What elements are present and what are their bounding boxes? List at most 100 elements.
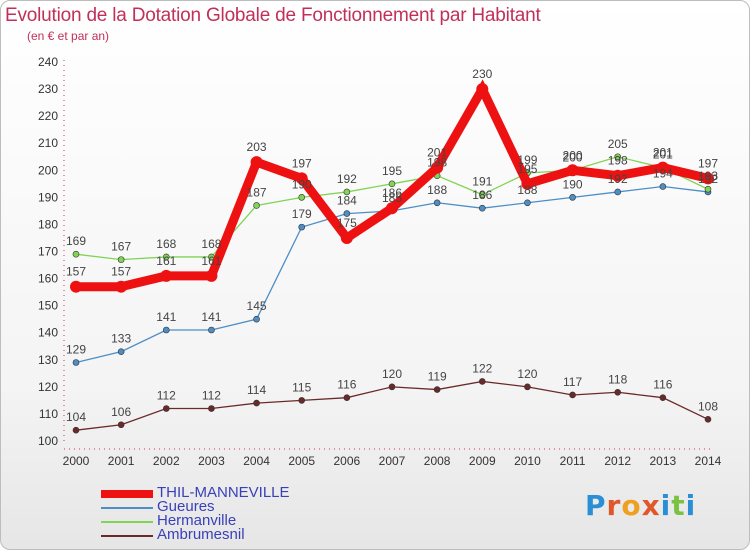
data-label: 145 <box>247 299 267 313</box>
data-point <box>524 199 531 207</box>
data-point <box>388 180 396 188</box>
data-point <box>659 183 667 190</box>
logo-letter: o <box>621 489 642 522</box>
data-point <box>476 83 489 96</box>
data-point <box>70 280 82 293</box>
data-label: 133 <box>111 332 131 346</box>
data-label: 187 <box>247 185 267 199</box>
data-label: 106 <box>111 405 131 419</box>
data-label: 186 <box>472 188 492 202</box>
legend-swatch <box>101 521 153 523</box>
data-label: 192 <box>608 172 628 186</box>
data-point <box>340 231 353 244</box>
x-tick-label: 2001 <box>108 454 135 468</box>
data-point <box>343 210 351 217</box>
data-label: 201 <box>653 148 673 162</box>
logo-letter: x <box>641 489 661 522</box>
data-label: 141 <box>156 310 176 324</box>
data-point <box>704 416 712 423</box>
x-tick-label: 2004 <box>243 454 270 468</box>
data-label: 200 <box>563 150 583 164</box>
legend-label: Hermanville <box>157 512 237 529</box>
data-label: 194 <box>653 167 673 181</box>
data-point <box>704 185 712 193</box>
x-tick-label: 2010 <box>514 454 541 468</box>
data-label: 104 <box>66 410 86 424</box>
data-label: 190 <box>563 177 583 191</box>
data-label: 186 <box>382 186 402 200</box>
data-label: 184 <box>337 194 357 208</box>
data-point <box>611 169 624 182</box>
data-point <box>478 204 486 212</box>
data-label: 168 <box>156 237 176 251</box>
y-tick-label: 170 <box>38 245 58 259</box>
x-tick-label: 2003 <box>198 454 225 468</box>
data-point <box>659 394 667 401</box>
data-label: 119 <box>428 370 447 384</box>
data-point <box>614 188 622 196</box>
data-point <box>72 359 80 366</box>
data-label: 195 <box>382 164 402 178</box>
proxiti-logo: Proxiti <box>585 489 696 522</box>
y-tick-label: 130 <box>38 353 58 367</box>
legend-swatch <box>101 535 153 537</box>
y-tick-label: 200 <box>38 163 58 177</box>
data-label: 195 <box>517 162 537 176</box>
data-point <box>614 153 622 161</box>
data-label: 198 <box>608 154 628 168</box>
x-tick-label: 2013 <box>650 454 677 468</box>
y-tick-label: 190 <box>38 190 58 204</box>
y-tick-label: 100 <box>38 434 58 448</box>
data-label: 122 <box>472 361 492 375</box>
data-point <box>250 156 263 169</box>
data-point <box>433 199 441 207</box>
chart-subtitle: (en € et par an) <box>27 29 110 43</box>
data-label: 197 <box>698 156 718 170</box>
data-point <box>253 202 260 209</box>
y-tick-label: 210 <box>38 136 58 150</box>
data-label: 201 <box>427 146 447 160</box>
data-label: 167 <box>111 240 131 254</box>
data-point <box>208 405 215 412</box>
x-tick-label: 2007 <box>379 454 406 468</box>
data-point <box>388 383 396 391</box>
data-point <box>656 161 669 174</box>
data-label: 157 <box>66 265 86 279</box>
data-point <box>478 191 486 198</box>
data-label: 120 <box>382 367 402 381</box>
data-point <box>569 391 576 399</box>
legend-swatch <box>101 490 153 498</box>
data-label: 205 <box>608 137 628 151</box>
x-tick-label: 2005 <box>288 454 315 468</box>
data-label: 116 <box>337 378 356 392</box>
data-point <box>253 399 260 407</box>
y-tick-label: 140 <box>38 326 58 340</box>
data-point <box>117 421 125 429</box>
logo-letter: P <box>585 489 607 522</box>
data-point <box>117 348 125 355</box>
data-point <box>208 326 215 334</box>
data-point <box>162 253 170 261</box>
data-label: 120 <box>517 367 537 381</box>
data-point <box>117 256 125 263</box>
chart-title: Evolution de la Dotation Globale de Fonc… <box>5 5 541 26</box>
logo-letter: r <box>606 489 622 522</box>
data-point <box>295 172 308 185</box>
data-label: 179 <box>292 207 312 221</box>
data-label: 129 <box>66 342 86 356</box>
data-label: 188 <box>427 183 447 197</box>
data-label: 198 <box>427 156 447 170</box>
data-label: 190 <box>292 177 312 191</box>
data-point <box>343 394 351 401</box>
data-label: 169 <box>66 234 86 248</box>
y-tick-label: 240 <box>38 55 58 69</box>
data-label: 168 <box>201 237 221 251</box>
data-label: 192 <box>337 172 357 186</box>
logo-letter: t <box>671 489 686 522</box>
data-point <box>72 426 80 434</box>
y-tick-label: 110 <box>39 407 58 421</box>
data-point <box>702 172 714 185</box>
data-label: 112 <box>157 389 176 403</box>
